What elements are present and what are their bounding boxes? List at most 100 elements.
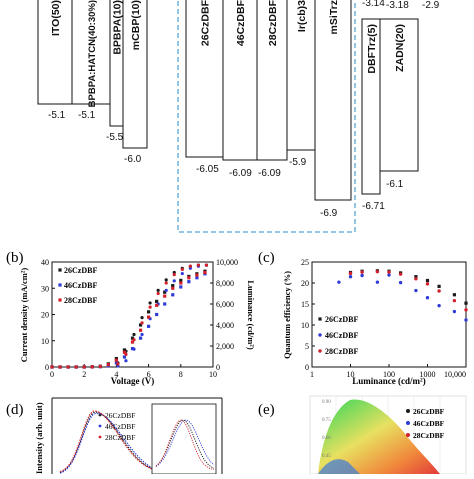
panel-c-point-28CzDBF: [360, 270, 364, 274]
panel-b-jv-point-28CzDBF: [163, 294, 167, 298]
panel-b-luminance-point-26CzDBF: [140, 316, 144, 320]
panel-b-jv-point-28CzDBF: [114, 358, 118, 362]
panel-e-blue-region: [318, 459, 360, 474]
emission-layer-dashed-box: [177, 0, 356, 233]
panel-c-point-46CzDBF: [375, 280, 380, 284]
panel-c-legend-marker-26CzDBF: [318, 317, 322, 321]
layer-box-msitrz: [314, 0, 352, 201]
panel-d-legend-marker-28CzDBF: [98, 435, 102, 439]
panel-b-jv-point-28CzDBF: [130, 340, 135, 344]
panel-e-legend-marker-28CzDBF: [406, 433, 410, 437]
panel-b-ytick-label: 10: [41, 337, 49, 346]
energy-level-diagram: ITO(50) -5.1 BPBPA:HATCN(40:30%) -5.1 BPBPA(…: [37, 0, 440, 233]
layer-label-46czdbf: 46CzDBF: [235, 0, 247, 46]
panel-b-jv-point-46CzDBF: [187, 280, 191, 284]
panel-b-y2tick-label: 10,000: [216, 258, 238, 267]
layer-label-26czdbf: 26CzDBF: [200, 0, 212, 46]
panel-e-axis-tick: 0.45: [322, 454, 331, 459]
homo-value-msitrz: -6.9: [320, 208, 338, 219]
panel-c-xtick-label: 100: [383, 370, 395, 379]
panel-c-letter: (c): [258, 250, 275, 266]
panel-b-luminance-point-28CzDBF: [132, 338, 136, 342]
layer-box-46czdbf: [222, 0, 258, 161]
panel-b-jv-point-26CzDBF: [147, 310, 151, 314]
panel-b-legend-marker-46CzDBF: [58, 283, 62, 287]
layer-label-zadn: ZADN(20): [394, 24, 406, 72]
panel-c-ytick-label: 25: [301, 258, 309, 267]
panel-b-legend-46CzDBF: 46CzDBF: [64, 281, 97, 290]
panel-b-luminance-point-28CzDBF: [188, 264, 192, 268]
panel-b-luminance-point-28CzDBF: [156, 291, 160, 296]
panel-c-y-axis-title: Quantum efficiency (%): [282, 271, 292, 359]
panel-b-y2tick-label: 4,000: [216, 321, 234, 330]
panel-b-letter: (b): [6, 250, 24, 266]
panel-d-y-axis-title: Intensity (arb. unit): [34, 402, 44, 474]
panel-d-inset-curve-46CzDBF: [155, 419, 215, 467]
panel-c-point-28CzDBF: [464, 308, 468, 312]
layer-box-ito: [37, 0, 73, 105]
panel-b-jv-point-28CzDBF: [82, 365, 86, 369]
panel-b-jv-point-28CzDBF: [203, 270, 207, 275]
panel-c-legend-marker-28CzDBF: [318, 349, 322, 353]
panel-b-luminance-point-26CzDBF: [156, 288, 160, 292]
panel-e-chromaticity-locus: [318, 399, 440, 474]
panel-b-luminance-point-28CzDBF: [124, 352, 128, 356]
panel-c-point-28CzDBF: [425, 282, 430, 286]
panel-c-point-46CzDBF: [464, 318, 468, 322]
panel-b-xtick-label: 8: [179, 370, 183, 379]
panel-e-axis-tick: 0.60: [322, 436, 331, 441]
homo-value-46czdbf: -6.09: [229, 168, 252, 179]
panel-c-legend-marker-46CzDBF: [318, 333, 322, 337]
panel-b-ytick-label: 20: [41, 311, 49, 320]
panel-b-jv-point-46CzDBF: [155, 312, 159, 317]
lumo-value-zadn: -3.18: [386, 0, 409, 11]
panel-b-luminance-point-46CzDBF: [140, 332, 144, 337]
panel-c-point-46CzDBF: [387, 273, 391, 277]
panel-b-luminance-point-28CzDBF: [180, 267, 184, 271]
panel-b-jv-point-26CzDBF: [138, 323, 143, 327]
homo-value-26czdbf: -6.05: [196, 164, 219, 175]
panel-c-legend-46CzDBF: 46CzDBF: [325, 331, 358, 340]
panel-b-jv-point-28CzDBF: [66, 365, 70, 369]
panel-c-xtick-label: 10,000: [444, 370, 466, 379]
panel-d-spectrum-46CzDBF: [59, 412, 160, 474]
panel-b-legend-marker-28CzDBF: [58, 298, 62, 302]
panel-b-y2tick-label: 2,000: [216, 342, 234, 351]
layer-box-bpbpa-hatcn: [71, 0, 111, 105]
panel-b-jv-point-28CzDBF: [90, 365, 94, 369]
layer-label-ircb3: Ir(cb)3: [296, 0, 308, 32]
panel-b-jv-point-26CzDBF: [163, 290, 167, 294]
panel-c-point-28CzDBF: [414, 277, 418, 281]
panel-b-jv-point-46CzDBF: [138, 336, 143, 340]
panel-b-jv-point-46CzDBF: [122, 355, 127, 359]
panel-b-jv-point-28CzDBF: [195, 273, 199, 277]
panel-b-jv-point-46CzDBF: [114, 361, 118, 365]
panel-b-xtick-label: 4: [114, 370, 118, 379]
panel-c-point-46CzDBF: [360, 273, 364, 278]
panel-b-jv-point-46CzDBF: [179, 285, 183, 289]
panel-e-legend-marker-26CzDBF: [406, 409, 410, 413]
panel-b-y2tick-label: 0: [216, 363, 220, 372]
panel-e-legend-46CzDBF: 46CzDBF: [413, 419, 445, 428]
panel-c-ytick-label: 5: [305, 342, 309, 351]
panel-e-axis-tick: 0.90: [322, 400, 331, 405]
panel-e-axis-tick: 0.75: [322, 418, 331, 423]
panel-d-inset-frame: [151, 403, 217, 475]
panel-c-efficiency-chart: (c) 1 10 100 1000 10,000 0 5 10 15 20 25 Luminance (…: [258, 250, 468, 386]
panel-b-jv-point-28CzDBF: [122, 350, 127, 354]
panel-b-jv-point-26CzDBF: [155, 299, 159, 303]
panel-b-ytick-label: 30: [41, 284, 49, 293]
panel-b-luminance-point-28CzDBF: [148, 305, 152, 309]
panel-c-point-46CzDBF: [425, 296, 430, 300]
panel-c-point-46CzDBF: [398, 280, 403, 285]
homo-value-ito: -5.1: [48, 110, 66, 121]
panel-c-point-28CzDBF: [348, 271, 353, 276]
homo-value-28czdbf: -6.09: [258, 168, 281, 179]
layer-label-dbftrz: DBFTrz(5): [366, 24, 378, 74]
panel-b-jv-point-46CzDBF: [163, 302, 167, 306]
panel-b-luminance-point-26CzDBF: [148, 301, 152, 305]
panel-c-point-26CzDBF: [425, 278, 430, 283]
layer-label-bpbpa: BPBPA(10): [112, 0, 124, 55]
panel-c-point-26CzDBF: [464, 301, 468, 305]
